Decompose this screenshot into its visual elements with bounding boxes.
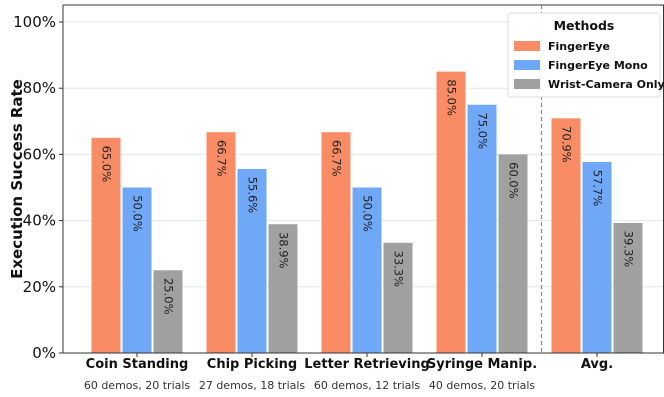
value-label: 70.9% xyxy=(560,126,574,163)
bar xyxy=(268,224,298,353)
category-labels: Coin Standing 60 demos, 20 trials Chip Pic… xyxy=(84,357,613,392)
legend-entry: FingerEye xyxy=(548,40,610,53)
bar xyxy=(122,187,152,353)
legend-swatch xyxy=(514,79,540,89)
legend-title: Methods xyxy=(554,18,615,33)
value-label: 25.0% xyxy=(162,278,176,315)
bar xyxy=(153,270,183,353)
y-tick-labels: 0% 20% 40% 60% 80% 100% xyxy=(13,13,56,362)
legend-entry: FingerEye Mono xyxy=(548,59,648,72)
value-label: 57.7% xyxy=(591,170,605,207)
value-label: 75.0% xyxy=(476,112,490,149)
bar xyxy=(237,168,267,353)
y-tick-label: 80% xyxy=(23,79,56,97)
category-subtitle: 27 demos, 18 trials xyxy=(199,379,306,392)
bar xyxy=(352,187,382,353)
bar xyxy=(467,104,497,353)
category-label: Avg. xyxy=(581,357,613,372)
y-tick-label: 60% xyxy=(23,145,56,163)
category-subtitle: 60 demos, 20 trials xyxy=(84,379,191,392)
category-label: Syringe Manip. xyxy=(427,357,537,372)
legend-entry: Wrist-Camera Only xyxy=(548,78,664,91)
category-subtitle: 60 demos, 12 trials xyxy=(314,379,421,392)
y-axis-label: Execution Success Rate xyxy=(8,79,26,279)
y-tick-label: 0% xyxy=(32,344,56,362)
value-label: 38.9% xyxy=(277,232,291,269)
bar xyxy=(91,137,121,353)
legend-swatch xyxy=(514,60,540,70)
legend-swatch xyxy=(514,41,540,51)
y-tick-label: 40% xyxy=(23,212,56,230)
value-label: 85.0% xyxy=(445,79,459,116)
value-labels: 65.0% 66.7% 66.7% 85.0% 70.9% 50.0% 55.6% 50.0%… xyxy=(100,79,636,314)
value-label: 55.6% xyxy=(246,177,260,214)
value-label: 66.7% xyxy=(215,140,229,177)
value-label: 50.0% xyxy=(361,195,375,232)
legend-box xyxy=(507,12,661,98)
category-label: Chip Picking xyxy=(207,357,297,372)
bar xyxy=(551,118,581,353)
value-label: 33.3% xyxy=(392,251,406,288)
bar xyxy=(582,162,612,353)
category-label: Coin Standing xyxy=(86,357,189,372)
value-label: 66.7% xyxy=(330,140,344,177)
value-label: 50.0% xyxy=(131,195,145,232)
value-label: 39.3% xyxy=(622,231,636,268)
category-subtitle: 40 demos, 20 trials xyxy=(429,379,536,392)
category-label: Letter Retrieving xyxy=(304,357,430,372)
bars xyxy=(91,71,643,354)
value-label: 60.0% xyxy=(507,162,521,199)
bar xyxy=(498,154,528,353)
bar xyxy=(383,242,413,353)
bar xyxy=(436,71,466,354)
y-tick-label: 20% xyxy=(23,278,56,296)
value-label: 65.0% xyxy=(100,146,114,183)
y-tick-label: 100% xyxy=(13,13,56,31)
legend: Methods FingerEye FingerEye Mono Wrist-Came… xyxy=(507,12,664,98)
bar xyxy=(206,132,236,353)
bar xyxy=(613,222,643,353)
bar xyxy=(321,132,351,353)
